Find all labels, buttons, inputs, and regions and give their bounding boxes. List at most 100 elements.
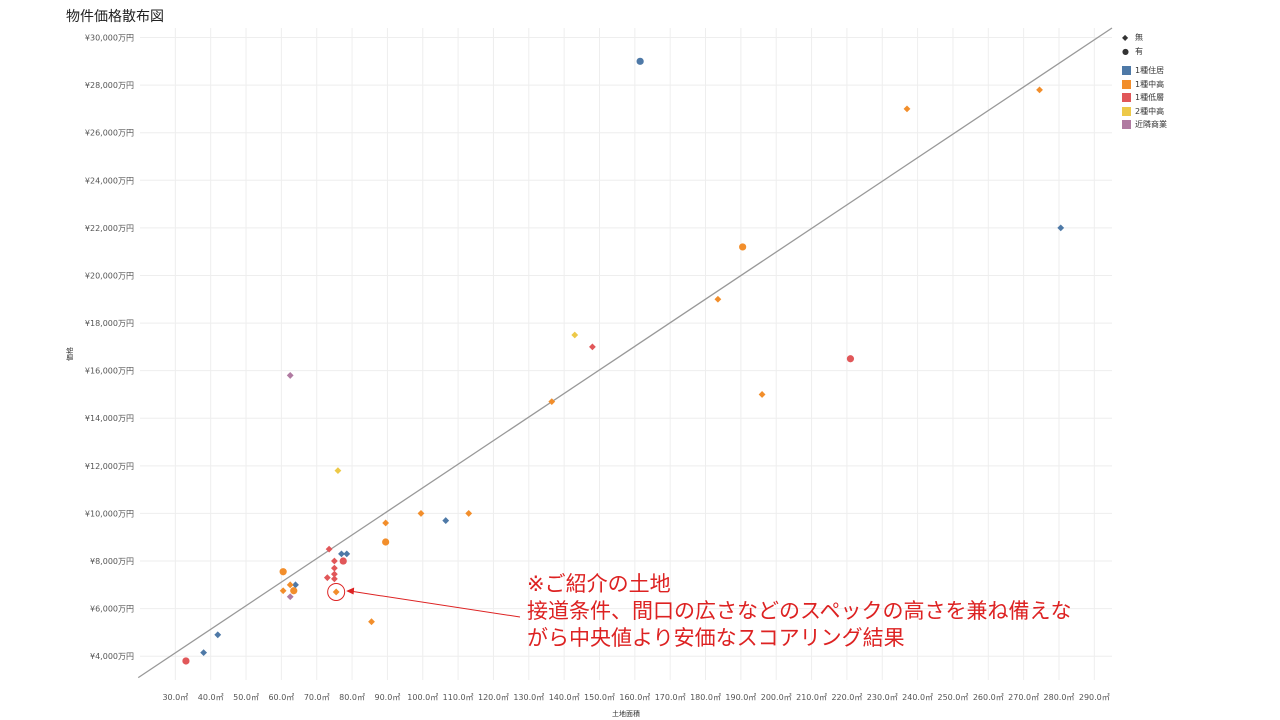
legend-shape-none[interactable]: ◆ 無 xyxy=(1122,31,1167,45)
data-point-diamond[interactable] xyxy=(200,649,208,657)
y-tick-label: ¥10,000万円 xyxy=(85,509,134,518)
legend-label: 1種低層 xyxy=(1135,93,1165,103)
diamond-icon: ◆ xyxy=(1122,33,1129,43)
data-point-diamond[interactable] xyxy=(1036,86,1043,94)
annotation-body-1: 接道条件、間口の広さなどのスペックの高さを兼ね備えな xyxy=(527,599,1072,623)
data-point-diamond[interactable] xyxy=(338,550,345,558)
x-tick-label: 240.0㎡ xyxy=(902,693,933,702)
data-point-diamond[interactable] xyxy=(325,545,333,553)
x-tick-label: 40.0㎡ xyxy=(198,693,224,702)
legend-label: 2種中高 xyxy=(1135,106,1165,116)
legend-color-4[interactable]: 2種中高 xyxy=(1122,105,1167,119)
data-point-diamond[interactable] xyxy=(758,391,766,398)
data-point-diamond[interactable] xyxy=(442,517,450,524)
color-swatch xyxy=(1122,79,1131,89)
grid-lines xyxy=(140,28,1112,680)
x-tick-label: 280.0㎡ xyxy=(1044,693,1075,702)
x-tick-label: 170.0㎡ xyxy=(655,693,686,702)
y-tick-label: ¥6,000万円 xyxy=(90,605,134,614)
data-point-diamond[interactable] xyxy=(368,618,375,626)
x-tick-label: 230.0㎡ xyxy=(867,693,898,702)
color-swatch xyxy=(1122,106,1131,116)
color-swatch xyxy=(1122,66,1131,76)
data-point-diamond[interactable] xyxy=(714,295,722,303)
legend-color-3[interactable]: 1種低層 xyxy=(1122,91,1167,105)
x-tick-label: 190.0㎡ xyxy=(725,693,756,702)
annotation-body-2: がら中央値より安価なスコアリング結果 xyxy=(527,626,905,650)
data-point-diamond[interactable] xyxy=(331,575,338,583)
y-tick-label: ¥8,000万円 xyxy=(90,557,134,566)
y-tick-label: ¥30,000万円 xyxy=(85,34,134,43)
legend-label: 有 xyxy=(1135,46,1143,56)
x-tick-label: 270.0㎡ xyxy=(1008,693,1039,702)
data-point-diamond[interactable] xyxy=(292,581,299,589)
data-point-diamond[interactable] xyxy=(343,550,351,558)
data-point-diamond[interactable] xyxy=(286,593,294,601)
legend-color-2[interactable]: 1種中高 xyxy=(1122,78,1167,92)
legend-label: 近隣商業 xyxy=(1135,120,1167,130)
legend-shape-exists[interactable]: ● 有 xyxy=(1122,45,1167,59)
legend-label: 無 xyxy=(1135,33,1143,43)
data-point-diamond[interactable] xyxy=(589,343,596,351)
data-point-diamond[interactable] xyxy=(331,557,338,565)
data-point-circle[interactable] xyxy=(339,557,347,565)
data-point-diamond[interactable] xyxy=(286,372,294,379)
data-point-circle[interactable] xyxy=(382,538,390,546)
legend-color-5[interactable]: 近隣商業 xyxy=(1122,118,1167,132)
x-tick-label: 140.0㎡ xyxy=(549,693,580,702)
chart-title: 物件価格散布図 xyxy=(66,9,164,25)
data-points xyxy=(182,57,1065,665)
annotation-callout: ※ご紹介の土地 接道条件、間口の広さなどのスペックの高さを兼ね備えな がら中央値… xyxy=(527,571,1072,652)
x-tick-label: 210.0㎡ xyxy=(796,693,827,702)
data-point-diamond[interactable] xyxy=(331,570,338,578)
data-point-diamond[interactable] xyxy=(214,631,222,639)
data-point-circle[interactable] xyxy=(279,568,287,576)
data-point-diamond[interactable] xyxy=(465,510,473,517)
annotation-arrow-line xyxy=(353,591,521,618)
data-point-diamond[interactable] xyxy=(334,467,342,474)
x-tick-label: 30.0㎡ xyxy=(162,693,188,702)
x-tick-label: 150.0㎡ xyxy=(584,693,615,702)
y-tick-label: ¥4,000万円 xyxy=(90,652,134,661)
data-point-circle[interactable] xyxy=(290,587,298,595)
y-tick-label: ¥24,000万円 xyxy=(85,176,134,185)
legend-label: 1種中高 xyxy=(1135,79,1165,89)
data-point-circle[interactable] xyxy=(739,243,747,251)
highlight-marker xyxy=(327,582,521,618)
data-point-diamond[interactable] xyxy=(548,398,556,405)
annotation-title: ※ご紹介の土地 xyxy=(527,572,671,596)
x-tick-label: 130.0㎡ xyxy=(513,693,544,702)
x-tick-label: 80.0㎡ xyxy=(339,693,365,702)
data-point-circle[interactable] xyxy=(846,355,855,363)
y-axis-ticks: ¥4,000万円 ¥6,000万円 ¥8,000万円 ¥10,000万円 ¥12,000… xyxy=(85,34,134,662)
data-point-diamond[interactable] xyxy=(903,105,911,113)
trend-line xyxy=(137,27,1113,679)
x-tick-label: 250.0㎡ xyxy=(937,693,968,702)
data-point-diamond[interactable] xyxy=(382,519,390,527)
data-point-circle[interactable] xyxy=(636,57,644,65)
x-tick-label: 220.0㎡ xyxy=(831,693,862,702)
x-tick-label: 120.0㎡ xyxy=(478,693,509,702)
data-point-diamond[interactable] xyxy=(279,587,287,595)
legend-label: 1種住居 xyxy=(1135,66,1165,76)
y-tick-label: ¥28,000万円 xyxy=(85,81,134,90)
data-point-diamond[interactable] xyxy=(571,331,579,339)
data-point-circle[interactable] xyxy=(182,657,190,665)
data-point-diamond[interactable] xyxy=(286,581,294,589)
data-point-diamond[interactable] xyxy=(1057,224,1065,232)
x-tick-label: 260.0㎡ xyxy=(973,693,1004,702)
color-swatch xyxy=(1122,120,1131,130)
x-tick-label: 110.0㎡ xyxy=(443,693,474,702)
data-point-diamond[interactable] xyxy=(331,564,338,572)
highlight-ring xyxy=(327,582,346,601)
x-tick-label: 60.0㎡ xyxy=(268,693,294,702)
data-point-diamond[interactable] xyxy=(332,588,340,596)
legend-color-1[interactable]: 1種住居 xyxy=(1122,64,1167,78)
legend: ◆ 無 ● 有 1種住居 1種中高 1種低層 2種中高 近隣商業 xyxy=(1122,31,1167,132)
y-tick-label: ¥12,000万円 xyxy=(85,462,134,471)
data-point-diamond[interactable] xyxy=(323,574,331,582)
data-point-diamond[interactable] xyxy=(417,510,425,517)
annotation-arrowhead xyxy=(346,587,355,595)
y-tick-label: ¥22,000万円 xyxy=(85,224,134,233)
